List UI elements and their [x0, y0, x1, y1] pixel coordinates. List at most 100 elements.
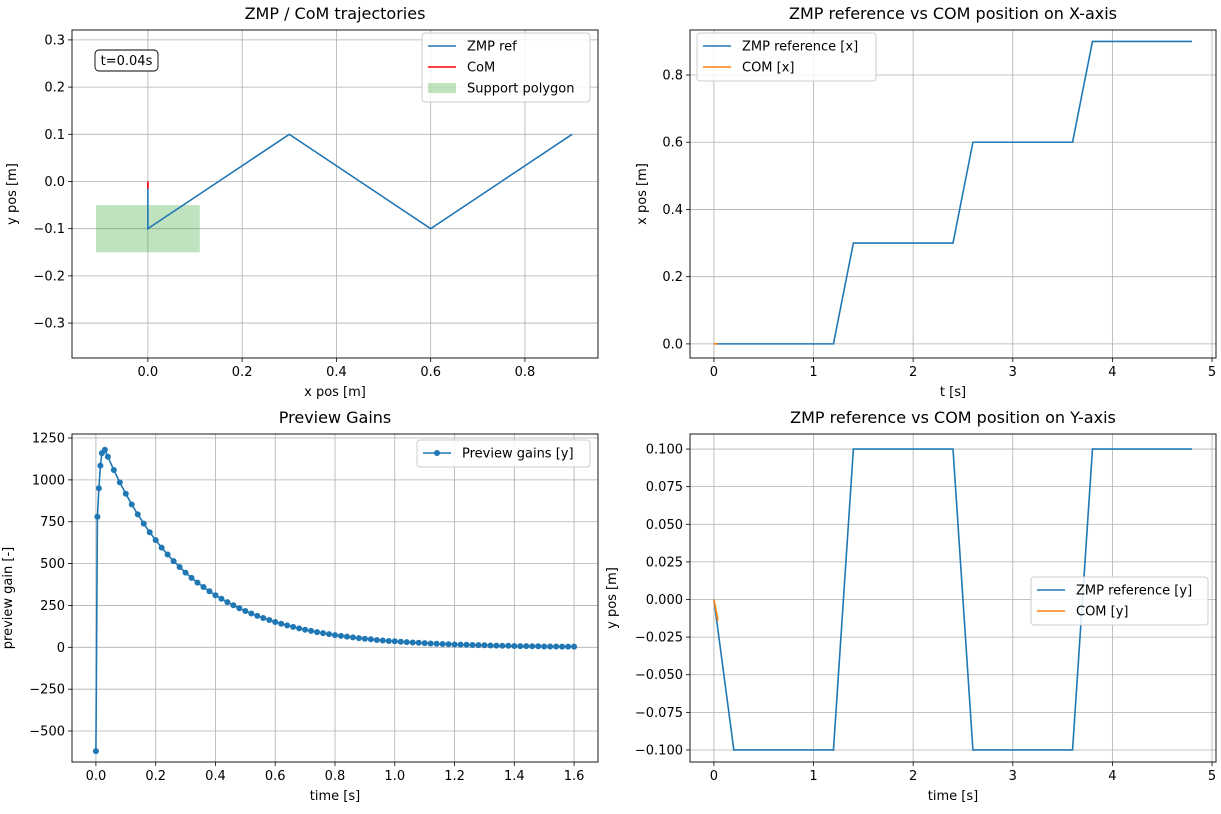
- axes-frame: [689, 433, 1217, 763]
- axes-frame: [71, 433, 599, 763]
- data-point: [397, 638, 404, 645]
- data-point: [248, 610, 255, 617]
- x-tick-label: 0.6: [265, 769, 286, 784]
- data-point: [170, 558, 177, 565]
- y-tick-label: 250: [40, 599, 65, 614]
- data-point: [110, 466, 117, 473]
- x-tick-label: 0.0: [138, 365, 159, 380]
- y-axis-label: x pos [m]: [635, 163, 650, 225]
- data-point: [158, 544, 165, 551]
- data-point: [272, 619, 279, 626]
- x-tick-label: 0.8: [515, 365, 536, 380]
- data-point: [391, 638, 398, 645]
- legend-box: [1030, 576, 1209, 626]
- x-axis-label: t [s]: [940, 385, 966, 400]
- data-point: [439, 640, 446, 647]
- y-tick-label: 1000: [32, 473, 65, 488]
- data-point: [511, 642, 518, 649]
- data-point: [254, 612, 261, 619]
- x-axis-label: time [s]: [928, 789, 978, 804]
- x-tick-label: 0.0: [86, 769, 107, 784]
- data-point: [104, 453, 111, 460]
- y-tick-label: 0: [57, 641, 65, 656]
- y-tick-label: 750: [40, 515, 65, 530]
- x-tick-label: 1.4: [504, 769, 525, 784]
- data-point: [182, 569, 189, 576]
- data-point: [164, 551, 171, 558]
- legend: ZMP ref CoM Support polygon: [421, 32, 591, 103]
- data-point: [523, 643, 530, 650]
- data-point: [427, 640, 434, 647]
- data-point: [499, 642, 506, 649]
- data-point: [212, 592, 219, 599]
- data-point: [266, 617, 273, 624]
- data-point: [463, 641, 470, 648]
- y-tick-label: −0.100: [635, 743, 683, 758]
- data-point: [296, 625, 303, 632]
- data-point: [535, 643, 542, 650]
- data-point: [194, 579, 201, 586]
- series-line-1: [147, 133, 573, 231]
- y-tick-label: −250: [29, 683, 65, 698]
- data-point: [481, 642, 488, 649]
- x-tick-label: 5: [1208, 769, 1216, 784]
- data-point: [284, 622, 291, 629]
- data-point: [260, 615, 267, 622]
- chart-title: ZMP / CoM trajectories: [245, 4, 426, 23]
- x-axis-label: time [s]: [310, 789, 360, 804]
- data-point: [302, 626, 309, 633]
- x-tick-label: 1: [809, 365, 817, 380]
- time-annotation: t=0.04s: [101, 54, 153, 69]
- y-tick-label: 0.2: [44, 81, 65, 96]
- data-point: [101, 446, 108, 453]
- y-tick-label: −0.025: [635, 631, 683, 646]
- y-tick-label: 0.0: [662, 337, 683, 352]
- plot-area: [713, 40, 1193, 345]
- data-point: [415, 639, 422, 646]
- data-point: [343, 633, 350, 640]
- data-point: [218, 595, 225, 602]
- legend-label: COM [y]: [1076, 605, 1129, 620]
- y-tick-label: −500: [29, 725, 65, 740]
- x-tick-label: 0: [710, 365, 718, 380]
- y-tick-label: −0.2: [33, 269, 65, 284]
- legend-label: Support polygon: [467, 82, 574, 97]
- data-point: [134, 511, 141, 518]
- y-tick-label: 0.4: [662, 203, 683, 218]
- x-tick-label: 1.6: [564, 769, 585, 784]
- x-tick-label: 2: [909, 365, 917, 380]
- data-point: [332, 632, 338, 639]
- y-tick-label: 0.8: [662, 69, 683, 84]
- chart-title: Preview Gains: [279, 408, 392, 427]
- x-tick-label: 4: [1108, 365, 1116, 380]
- legend-label: CoM: [467, 61, 495, 76]
- y-tick-label: −0.3: [33, 317, 65, 332]
- y-tick-label: 0.3: [44, 33, 65, 48]
- x-tick-label: 0.4: [205, 769, 226, 784]
- subplot-2: 0 1 2 3 4 5 0.0 0.2 0.4 0.6 0.8 ZMP reference vs CO…: [635, 4, 1217, 400]
- x-axis-label: x pos [m]: [304, 385, 366, 400]
- data-point: [337, 632, 344, 639]
- subplot-1: 0.0 0.2 0.4 0.6 0.8 −0.3 −0.2 −0.1 0.0 0.1 0.2 0.3 Z…: [5, 4, 599, 400]
- data-point: [403, 639, 410, 646]
- legend-label: COM [x]: [742, 61, 795, 76]
- data-point: [385, 637, 392, 644]
- x-tick-label: 5: [1208, 365, 1216, 380]
- y-tick-label: 0.025: [646, 555, 683, 570]
- data-point: [505, 642, 512, 649]
- data-point: [290, 623, 297, 630]
- y-axis-label: preview gain [-]: [1, 547, 16, 649]
- data-point: [565, 643, 572, 650]
- x-tick-label: 1.2: [444, 769, 465, 784]
- legend-label: ZMP reference [x]: [742, 40, 858, 55]
- data-point: [122, 490, 129, 497]
- x-tick-label: 0.8: [325, 769, 346, 784]
- x-tick-label: 0.2: [232, 365, 253, 380]
- x-tick-label: 0.2: [145, 769, 166, 784]
- data-point: [553, 643, 560, 650]
- legend-marker: [434, 450, 440, 456]
- y-tick-label: −0.050: [635, 668, 683, 683]
- chart-title: ZMP reference vs COM position on Y-axis: [790, 408, 1116, 427]
- legend-label: Preview gains [y]: [462, 447, 574, 462]
